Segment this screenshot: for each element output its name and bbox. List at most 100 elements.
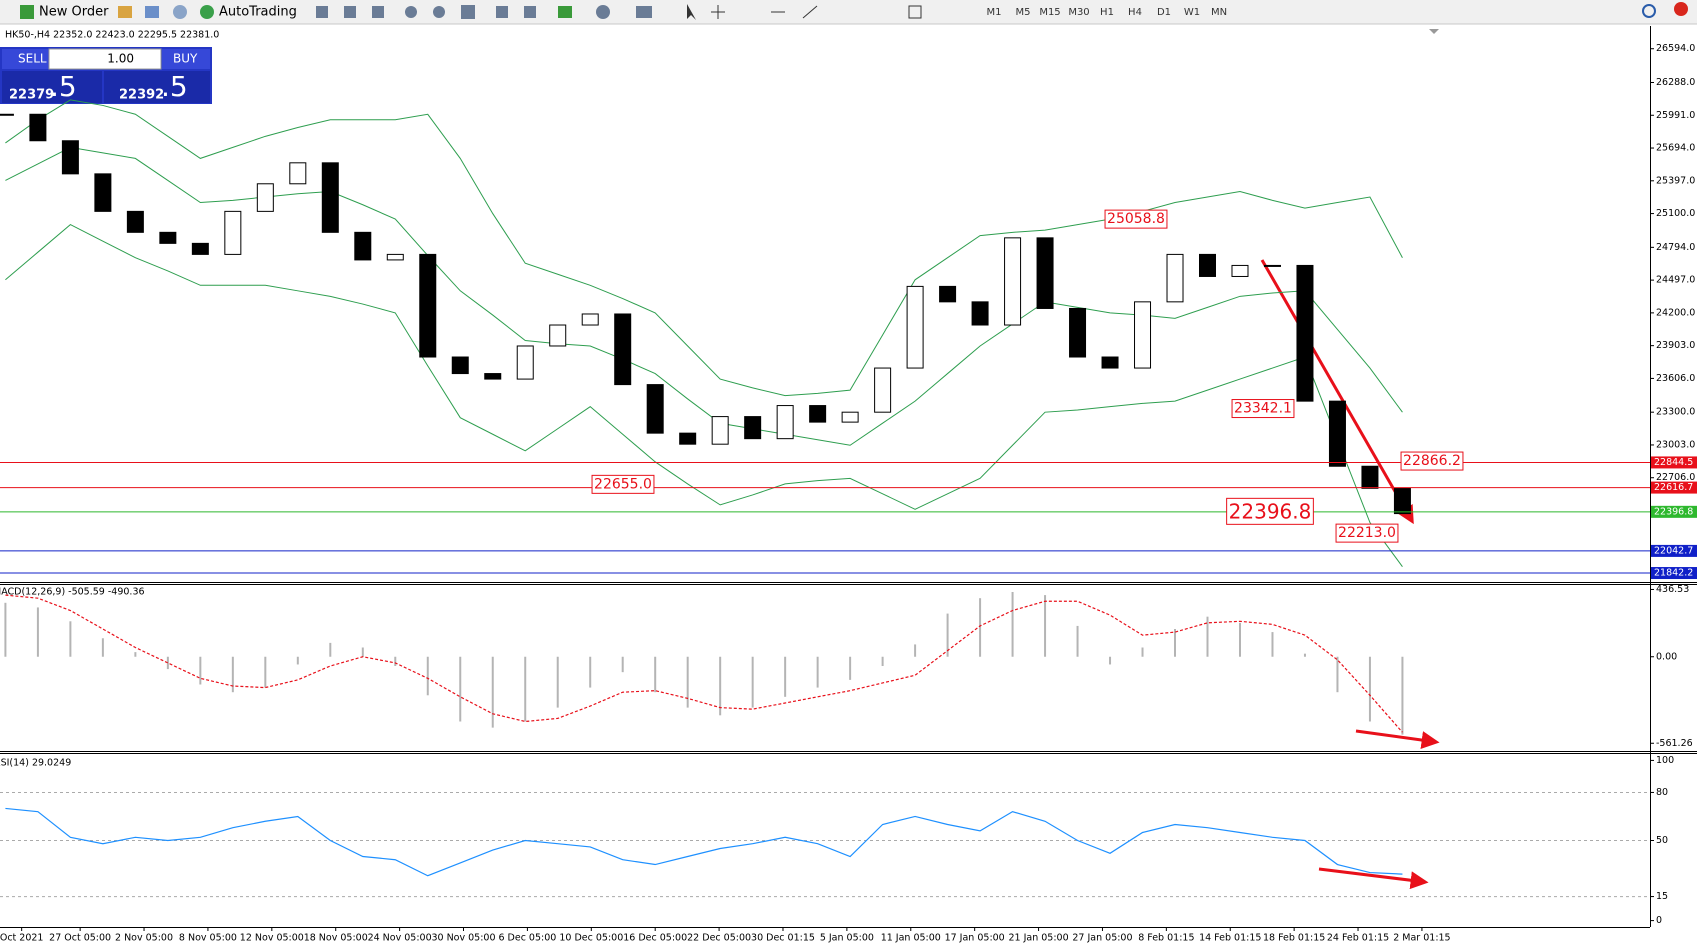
ask-box[interactable] — [104, 71, 210, 103]
trendline-icon[interactable] — [802, 5, 818, 19]
macd-arrow — [1355, 729, 1440, 749]
annotation-label: 22213.0 — [1338, 525, 1396, 541]
buy-button[interactable] — [162, 49, 210, 69]
macd-signal — [5, 594, 1403, 733]
lot-value[interactable]: 1.00 — [107, 52, 134, 66]
candle — [386, 253, 404, 261]
toolbar-icon[interactable] — [496, 6, 508, 18]
rsi-arrow — [1318, 867, 1429, 890]
toolbar-icon[interactable] — [316, 6, 328, 18]
x-tick-label: 6 Dec 05:00 — [498, 933, 556, 944]
zoom-out[interactable] — [433, 6, 445, 18]
new-order-icon[interactable] — [20, 5, 34, 19]
y-tick-label: 25694.0 — [1656, 143, 1695, 154]
x-tick-label: 30 Nov 05:00 — [431, 933, 495, 944]
candle — [451, 356, 469, 375]
toolbar-icon[interactable] — [145, 6, 159, 18]
notification-badge[interactable] — [1674, 2, 1688, 16]
price-level-tag — [1651, 505, 1697, 518]
y-tick-label: 23003.0 — [1656, 439, 1695, 450]
candle — [159, 231, 177, 244]
candle — [1101, 356, 1119, 369]
sell-label[interactable]: SELL — [18, 52, 47, 66]
price-level-label: 22616.7 — [1654, 482, 1693, 493]
timeframe-button[interactable]: W1 — [1184, 7, 1200, 18]
y-tick-label: 25397.0 — [1656, 175, 1695, 186]
toolbar-icon[interactable] — [344, 6, 356, 18]
price-level-label: 22844.5 — [1654, 457, 1693, 468]
annotation-label: 22396.8 — [1229, 499, 1312, 523]
buy-label[interactable]: BUY — [173, 52, 198, 66]
candle — [1199, 253, 1217, 277]
indicators-icon[interactable] — [558, 6, 572, 18]
annotation-label: 25058.8 — [1107, 211, 1165, 227]
candle — [841, 411, 859, 423]
rsi-line — [5, 807, 1403, 877]
y-tick-label: 26288.0 — [1656, 77, 1695, 88]
x-tick-label: 5 Jan 05:00 — [820, 933, 874, 944]
crosshair-icon[interactable] — [711, 5, 725, 19]
timeframe-button[interactable]: H4 — [1128, 7, 1142, 18]
toolbar-bg — [0, 0, 1697, 24]
annotation-box — [1231, 399, 1295, 419]
drawn-arrows — [1260, 259, 1440, 890]
lot-input[interactable] — [48, 48, 162, 70]
cursor-icon[interactable] — [687, 4, 696, 20]
candle — [1134, 301, 1152, 369]
search-icon[interactable] — [1642, 4, 1656, 18]
timeframe-button[interactable]: M15 — [1039, 7, 1060, 18]
x-tick-label: 22 Dec 05:00 — [687, 933, 751, 944]
candle — [679, 432, 697, 445]
y-tick-label: 0.00 — [1656, 651, 1677, 662]
candle — [289, 162, 307, 185]
trend-arrow — [1260, 259, 1414, 525]
x-tick-label: Oct 2021 — [0, 933, 43, 944]
toolbar-icon[interactable] — [173, 5, 187, 19]
x-tick-label: 2 Mar 01:15 — [1393, 933, 1450, 944]
x-tick-label: 30 Dec 01:15 — [751, 933, 815, 944]
toolbar-icons — [316, 4, 922, 20]
text-label-icon[interactable] — [908, 5, 922, 19]
x-tick-label: 27 Oct 05:00 — [49, 933, 111, 944]
templates-icon[interactable] — [636, 6, 652, 18]
candle — [94, 173, 112, 212]
autotrading-icon[interactable] — [200, 5, 214, 19]
ask-price: 22392 — [119, 88, 164, 103]
timeframe-button[interactable]: M30 — [1068, 7, 1089, 18]
timeframe-button[interactable]: M1 — [987, 7, 1002, 18]
y-tick-label: 50 — [1656, 835, 1668, 846]
annotation-label: 22866.2 — [1403, 453, 1461, 469]
bid-box[interactable] — [2, 71, 102, 103]
y-tick-label: -561.26 — [1656, 738, 1693, 749]
toolbar-icon[interactable] — [524, 6, 536, 18]
new-order-button[interactable]: New Order — [39, 5, 109, 20]
toolbar-icon[interactable] — [118, 6, 132, 18]
panel-frames — [0, 26, 1697, 928]
ask-pip: .5 — [161, 70, 188, 103]
timeframe-button[interactable]: M5 — [1016, 7, 1031, 18]
timeframe-button[interactable]: D1 — [1157, 7, 1171, 18]
zoom-in[interactable] — [405, 6, 417, 18]
autotrading-button[interactable]: AutoTrading — [219, 5, 297, 20]
periods-icon[interactable] — [596, 5, 610, 19]
x-tick-label: 27 Jan 05:00 — [1072, 933, 1132, 944]
candle — [874, 367, 892, 413]
y-tick-label: 436.53 — [1656, 584, 1689, 595]
y-tick-label: 100 — [1656, 755, 1674, 766]
candle — [256, 183, 274, 212]
annotation-box — [1226, 497, 1314, 525]
price-level-tag — [1651, 456, 1697, 469]
toolbar-icon[interactable] — [372, 6, 384, 18]
toolbar-icon[interactable] — [461, 5, 475, 19]
candle — [0, 113, 14, 116]
timeframe-button[interactable]: MN — [1211, 7, 1227, 18]
timeframe-button[interactable]: H1 — [1100, 7, 1114, 18]
macd-header: MACD(12,26,9) -505.59 -490.36 — [0, 587, 145, 598]
x-tick-label: 12 Nov 05:00 — [240, 933, 304, 944]
candle — [809, 405, 827, 423]
x-tick-label: 8 Nov 05:00 — [179, 933, 237, 944]
trade-panel: SELL 1.00 BUY 22379 .5 22392 .5 — [0, 47, 212, 104]
bollinger-upper — [5, 99, 1403, 397]
